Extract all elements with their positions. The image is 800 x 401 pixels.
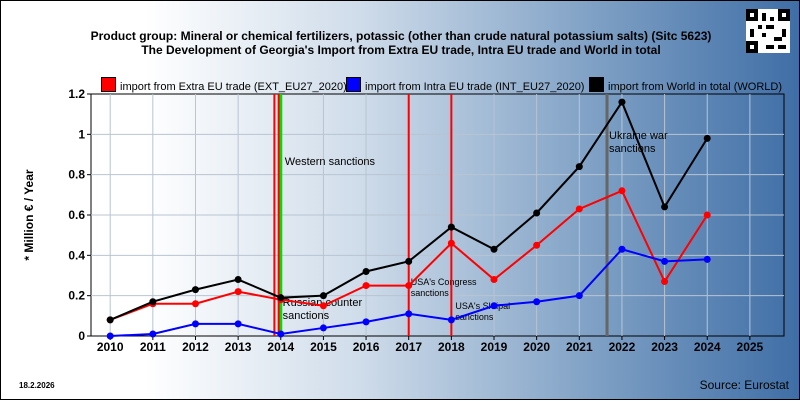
data-point xyxy=(319,302,327,310)
y-tick-label: 0 xyxy=(78,329,85,343)
legend-label-intra-eu: import from Intra EU trade (INT_EU27_202… xyxy=(365,81,585,93)
y-tick-label: 0.2 xyxy=(68,289,85,303)
date-stamp: 18.2.2026 xyxy=(19,381,55,390)
data-point xyxy=(618,245,626,253)
data-point xyxy=(234,276,242,284)
data-point xyxy=(149,298,157,306)
data-point xyxy=(703,255,711,263)
x-tick-label: 2019 xyxy=(481,340,508,354)
data-point xyxy=(533,241,541,249)
event-label: Ukraine war sanctions xyxy=(609,130,668,155)
legend-swatch-world xyxy=(589,77,604,92)
x-tick-label: 2011 xyxy=(140,340,166,354)
data-point xyxy=(106,332,114,340)
data-point xyxy=(703,134,711,142)
data-point xyxy=(405,310,413,318)
chart-legend: import from Extra EU trade (EXT_EU27_202… xyxy=(1,77,800,95)
data-point xyxy=(319,324,327,332)
legend-swatch-extra-eu xyxy=(101,77,116,92)
x-tick-label: 2018 xyxy=(438,340,465,354)
x-tick-label: 2022 xyxy=(609,340,636,354)
data-point xyxy=(191,286,199,294)
x-tick-label: 2012 xyxy=(182,340,209,354)
series-lines xyxy=(106,98,711,340)
data-point xyxy=(661,203,669,211)
y-tick-labels: 0 0.2 0.4 0.6 0.8 1 1.2 xyxy=(68,87,85,343)
event-label: USA's Congress sanctions xyxy=(411,277,477,298)
data-point xyxy=(191,320,199,328)
data-point xyxy=(234,288,242,296)
legend-label-extra-eu: import from Extra EU trade (EXT_EU27_202… xyxy=(120,81,347,93)
x-tick-label: 2021 xyxy=(566,340,593,354)
legend-label-world: import from World in total (WORLD) xyxy=(608,81,782,93)
y-tick-label: 0.6 xyxy=(68,208,85,222)
x-tick-label: 2014 xyxy=(267,340,294,354)
x-tick-label: 2013 xyxy=(225,340,252,354)
x-tick-label: 2025 xyxy=(737,340,764,354)
qr-code-icon xyxy=(746,9,790,53)
event-label: USA's Skripal sanctions xyxy=(455,301,510,322)
y-tick-label: 1 xyxy=(78,127,85,141)
legend-item-intra-eu: import from Intra EU trade (INT_EU27_202… xyxy=(346,77,584,93)
data-point xyxy=(575,292,583,300)
data-point xyxy=(575,163,583,171)
data-point xyxy=(277,294,285,302)
x-tick-label: 2023 xyxy=(651,340,678,354)
x-tick-label: 2017 xyxy=(395,340,422,354)
data-point xyxy=(490,302,498,310)
data-point xyxy=(618,98,626,106)
y-tick-label: 0.8 xyxy=(68,168,85,182)
data-point xyxy=(533,298,541,306)
event-label: Western sanctions xyxy=(285,156,376,168)
data-point xyxy=(405,282,413,290)
chart-title-line2: The Development of Georgia's Import from… xyxy=(141,43,661,57)
data-point xyxy=(447,239,455,247)
data-point xyxy=(661,278,669,286)
data-point xyxy=(191,300,199,308)
data-point xyxy=(703,211,711,219)
data-point xyxy=(362,318,370,326)
data-point xyxy=(362,282,370,290)
x-tick-label: 2015 xyxy=(310,340,337,354)
data-point xyxy=(234,320,242,328)
x-tick-label: 2010 xyxy=(97,340,124,354)
data-point xyxy=(405,257,413,265)
data-point xyxy=(490,245,498,253)
x-tick-label: 2020 xyxy=(523,340,550,354)
legend-item-extra-eu: import from Extra EU trade (EXT_EU27_202… xyxy=(101,77,347,93)
data-point xyxy=(533,209,541,217)
legend-item-world: import from World in total (WORLD) xyxy=(589,77,782,93)
x-tick-labels: 2010 2011 2012 2013 2014 2015 2016 2017 2018 2019… xyxy=(97,340,764,354)
y-tick-label: 1.2 xyxy=(68,87,85,101)
x-tick-label: 2024 xyxy=(694,340,721,354)
data-point xyxy=(277,330,285,338)
data-point xyxy=(106,316,114,324)
data-point xyxy=(618,187,626,195)
data-point xyxy=(447,316,455,324)
data-point xyxy=(149,330,157,338)
data-point xyxy=(661,257,669,265)
data-point xyxy=(575,205,583,213)
data-point xyxy=(319,292,327,300)
y-tick-label: 0.4 xyxy=(68,248,85,262)
data-point xyxy=(362,267,370,275)
source-note: Source: Eurostat xyxy=(699,378,789,392)
chart-title-line1: Product group: Mineral or chemical ferti… xyxy=(90,29,712,43)
data-point xyxy=(490,276,498,284)
x-tick-label: 2016 xyxy=(353,340,380,354)
legend-swatch-intra-eu xyxy=(346,77,361,92)
data-point xyxy=(447,223,455,231)
